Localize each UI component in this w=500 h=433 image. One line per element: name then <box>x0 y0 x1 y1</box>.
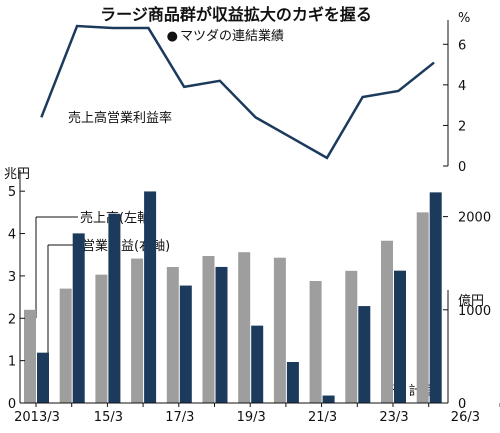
bar-right-tick-label: 0 <box>458 397 466 412</box>
bar-left-tick-label: 3 <box>8 270 16 285</box>
profit-bar <box>286 361 299 403</box>
sales-bar <box>59 288 72 403</box>
operating-margin-line <box>40 24 435 160</box>
line-series-label: 売上高営業利益率 <box>68 110 172 126</box>
chart-title: ラージ商品群が収益拡大のカギを握る <box>100 5 372 24</box>
sales-bar <box>381 240 393 403</box>
sales-bar <box>131 258 144 403</box>
sales-bar <box>166 267 179 403</box>
profit-bar <box>179 285 192 403</box>
profit-bar <box>37 352 49 403</box>
profit-bar <box>394 270 406 403</box>
profit-bar <box>251 325 264 403</box>
bar-right-tick-label: 1000 <box>458 304 491 319</box>
x-tick-label: 15/3 <box>94 410 123 425</box>
sales-bar <box>309 280 322 403</box>
sales-bar <box>238 252 251 403</box>
profit-bar <box>215 266 228 403</box>
profit-bar <box>144 191 157 403</box>
x-tick-label: 23/3 <box>379 410 408 425</box>
line-unit-label: % <box>458 11 470 26</box>
bar-left-tick-label: 4 <box>8 228 16 243</box>
x-tick-label: 19/3 <box>237 410 266 425</box>
profit-bar <box>322 395 335 403</box>
left-unit-label: 兆円 <box>4 167 30 182</box>
legend-marker: ● <box>167 29 178 44</box>
profit-series-label: 営業利益(右軸) <box>82 238 170 254</box>
x-tick-label: 26/3 <box>451 410 480 425</box>
profit-bar <box>429 192 442 403</box>
sales-bar <box>345 270 358 403</box>
sales-bar <box>416 212 429 403</box>
profit-bar <box>72 233 85 403</box>
right-unit-label: 億円 <box>458 293 484 309</box>
line-y-tick-label: 4 <box>458 79 466 94</box>
bar-left-tick-label: 1 <box>8 355 16 370</box>
x-tick-label: 17/3 <box>165 410 194 425</box>
bar-left-tick-label: 2 <box>8 312 16 327</box>
line-y-tick-label: 2 <box>458 119 466 134</box>
profit-bar <box>358 306 371 403</box>
x-tick-label: 2013/3 <box>14 410 60 425</box>
sales-bar <box>273 257 286 403</box>
bar-left-tick-label: 5 <box>8 185 16 200</box>
sales-bar <box>24 309 36 403</box>
x-tick-label: 21/3 <box>308 410 337 425</box>
bar-right-tick-label: 2000 <box>458 211 491 226</box>
chart-subtitle: マツダの連結業績 <box>180 28 284 44</box>
line-y-tick-label: 6 <box>458 38 466 53</box>
bar-left-tick-label: 0 <box>8 397 16 412</box>
line-y-tick-label: 0 <box>458 160 466 175</box>
profit-bar <box>108 213 121 403</box>
sales-bar <box>202 255 215 403</box>
sales-bar <box>95 274 108 403</box>
